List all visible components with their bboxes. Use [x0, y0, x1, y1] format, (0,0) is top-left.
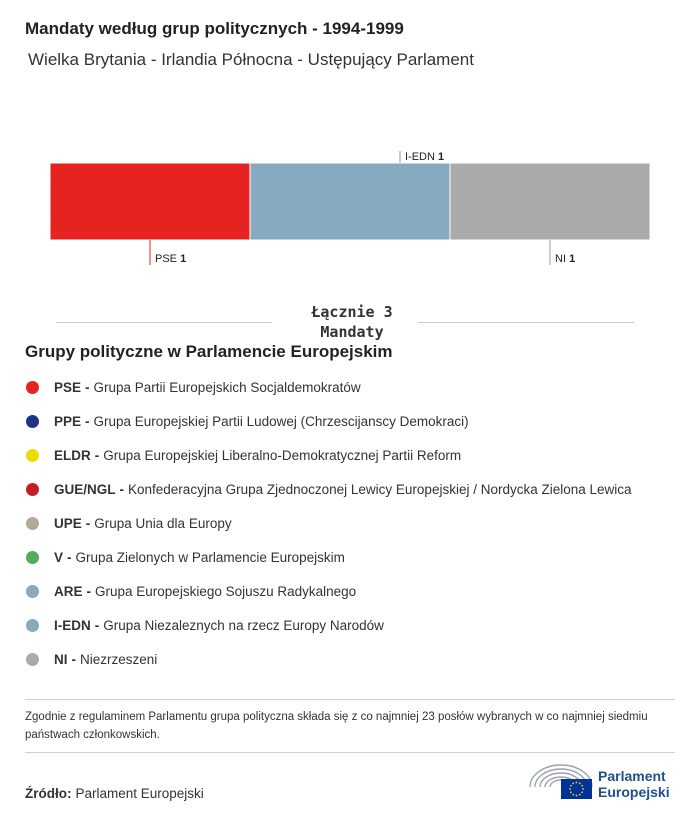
- legend-code: I-EDN: [54, 617, 91, 633]
- flag-star-icon: [575, 794, 578, 797]
- footnote-divider-top: [25, 699, 675, 700]
- flag-star-icon: [578, 793, 581, 796]
- footnote-divider-bottom: [25, 752, 675, 753]
- legend-dot-icon: [26, 448, 39, 462]
- legend-dot-icon: [26, 584, 39, 598]
- legend-item-eldr: ELDR - Grupa Europejskiej Liberalno-Demok…: [25, 438, 685, 472]
- legend-code: PPE: [54, 413, 82, 429]
- data-label-pse: PSE 1: [155, 253, 186, 265]
- legend-name: Grupa Europejskiej Liberalno-Demokratycz…: [103, 447, 462, 463]
- legend-name: Grupa Europejskiej Partii Ludowej (Chrze…: [93, 413, 469, 429]
- legend-code: V: [54, 549, 64, 565]
- legend-name: Grupa Unia dla Europy: [94, 515, 232, 531]
- flag-star-icon: [578, 782, 581, 785]
- legend-separator: -: [94, 617, 100, 633]
- legend-title: Grupy polityczne w Parlamencie Europejsk…: [25, 342, 393, 361]
- legend-code: UPE: [54, 515, 82, 531]
- flag-star-icon: [569, 784, 572, 787]
- legend-item-v: V- Grupa Zielonych w Parlamencie Europej…: [25, 540, 685, 574]
- legend-dot-icon: [26, 516, 39, 530]
- flag-star-icon: [569, 788, 571, 790]
- european-parliament-logo: Parlament Europejski: [527, 762, 677, 802]
- flag-star-icon: [582, 788, 584, 790]
- legend: PSE - Grupa Partii Europejskich Socjaldem…: [25, 370, 685, 676]
- legend-name: Konfederacyjna Grupa Zjednoczonej Lewicy…: [128, 481, 632, 497]
- legend-name: Grupa Partii Europejskich Socjaldemokrat…: [93, 379, 361, 395]
- flag-star-icon: [581, 784, 584, 787]
- source-label: Źródło:: [25, 786, 72, 801]
- flag-star-icon: [572, 782, 575, 785]
- legend-separator: -: [119, 481, 125, 497]
- legend-dot-icon: [26, 380, 39, 394]
- legend-item-ni: NI - Niezrzeszeni: [25, 642, 685, 676]
- legend-name: Grupa Niezaleznych na rzecz Europy Narod…: [103, 617, 384, 633]
- legend-dot-icon: [26, 618, 39, 632]
- legend-dot-icon: [26, 652, 39, 666]
- legend-separator: -: [71, 651, 77, 667]
- legend-item-are: ARE - Grupa Europejskiego Sojuszu Radykal…: [25, 574, 685, 608]
- legend-separator: -: [85, 379, 90, 395]
- legend-item-upe: UPE - Grupa Unia dla Europy: [25, 506, 685, 540]
- legend-item-ppe: PPE - Grupa Europejskiej Partii Ludowej (…: [25, 404, 685, 438]
- source-value: Parlament Europejski: [75, 786, 204, 801]
- legend-separator: -: [85, 413, 90, 429]
- data-label-i-edn: I-EDN 1: [405, 151, 444, 163]
- bar-segment-ni: [449, 162, 651, 241]
- chart-title: Mandaty według grup politycznych - 1994-…: [25, 19, 404, 38]
- data-label-ni: NI 1: [555, 253, 575, 265]
- total-divider-left: [56, 322, 272, 323]
- legend-code: ARE: [54, 583, 83, 599]
- legend-dot-icon: [26, 482, 39, 496]
- legend-separator: -: [86, 583, 92, 599]
- legend-dot-icon: [26, 414, 39, 428]
- legend-dot-icon: [26, 550, 39, 564]
- total-divider-right: [418, 322, 634, 323]
- hemicycle-flag-icon: [529, 764, 593, 799]
- legend-item-i-edn: I-EDN - Grupa Niezaleznych na rzecz Europ…: [25, 608, 685, 642]
- legend-item-pse: PSE - Grupa Partii Europejskich Socjaldem…: [25, 370, 685, 404]
- flag-star-icon: [572, 793, 575, 796]
- legend-code: GUE/NGL: [54, 481, 116, 497]
- flag-star-icon: [575, 781, 578, 784]
- legend-code: PSE: [54, 379, 82, 395]
- total-seats-label: Łącznie 3 Mandaty: [311, 303, 393, 341]
- chart-subtitle: Wielka Brytania - Irlandia Północna - Us…: [28, 50, 474, 69]
- source: Źródło: Parlament Europejski: [25, 786, 204, 801]
- flag-star-icon: [569, 791, 572, 794]
- logo-text: Parlament Europejski: [598, 768, 670, 800]
- flag-star-icon: [581, 791, 584, 794]
- stacked-bar-chart: PSE 1 I-EDN 1 NI 1: [49, 151, 651, 265]
- legend-name: Grupa Zielonych w Parlamencie Europejski…: [75, 549, 345, 565]
- legend-separator: -: [67, 549, 72, 565]
- legend-code: ELDR: [54, 447, 91, 463]
- legend-name: Grupa Europejskiego Sojuszu Radykalnego: [95, 583, 357, 599]
- legend-code: NI: [54, 651, 68, 667]
- bar-segment-i-edn: [249, 162, 451, 241]
- bar-segment-pse: [49, 162, 251, 241]
- legend-item-gue-ngl: GUE/NGL - Konfederacyjna Grupa Zjednoczon…: [25, 472, 685, 506]
- legend-separator: -: [85, 515, 91, 531]
- legend-separator: -: [94, 447, 100, 463]
- legend-name: Niezrzeszeni: [80, 651, 158, 667]
- footnote: Zgodnie z regulaminem Parlamentu grupa p…: [25, 711, 648, 741]
